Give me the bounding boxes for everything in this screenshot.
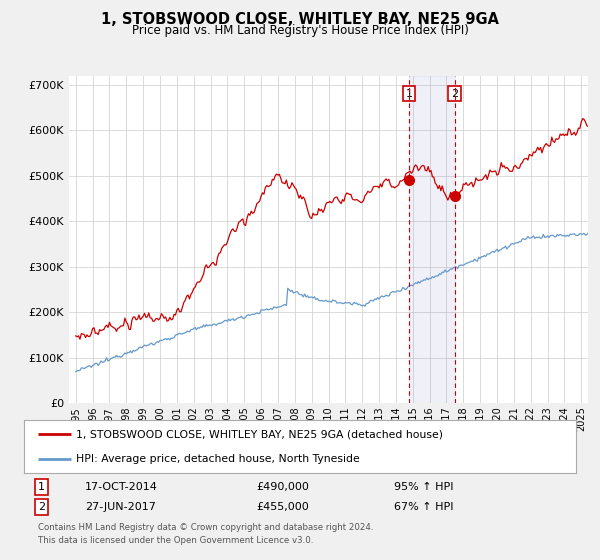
Text: £490,000: £490,000	[256, 482, 309, 492]
Text: 27-JUN-2017: 27-JUN-2017	[85, 502, 155, 512]
Text: 67% ↑ HPI: 67% ↑ HPI	[394, 502, 454, 512]
Text: HPI: Average price, detached house, North Tyneside: HPI: Average price, detached house, Nort…	[76, 454, 360, 464]
Text: 1: 1	[406, 88, 413, 99]
Text: Contains HM Land Registry data © Crown copyright and database right 2024.: Contains HM Land Registry data © Crown c…	[38, 523, 373, 532]
Bar	[409, 76, 455, 403]
Text: £455,000: £455,000	[256, 502, 308, 512]
Text: 95% ↑ HPI: 95% ↑ HPI	[394, 482, 454, 492]
Text: 17-OCT-2014: 17-OCT-2014	[85, 482, 158, 492]
Text: This data is licensed under the Open Government Licence v3.0.: This data is licensed under the Open Gov…	[38, 536, 313, 545]
Text: 1, STOBSWOOD CLOSE, WHITLEY BAY, NE25 9GA: 1, STOBSWOOD CLOSE, WHITLEY BAY, NE25 9G…	[101, 12, 499, 27]
Text: 2: 2	[451, 88, 458, 99]
Text: 2: 2	[38, 502, 45, 512]
Text: 1: 1	[38, 482, 45, 492]
Text: 1, STOBSWOOD CLOSE, WHITLEY BAY, NE25 9GA (detached house): 1, STOBSWOOD CLOSE, WHITLEY BAY, NE25 9G…	[76, 430, 443, 440]
Text: Price paid vs. HM Land Registry's House Price Index (HPI): Price paid vs. HM Land Registry's House …	[131, 24, 469, 38]
